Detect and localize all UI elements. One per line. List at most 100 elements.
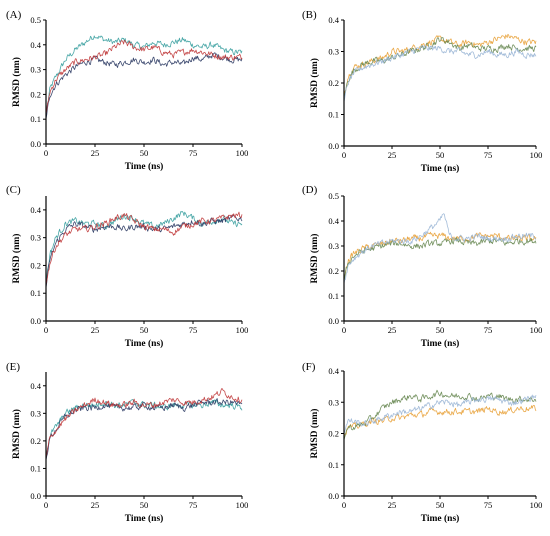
y-tick-label: 0.5	[328, 191, 339, 201]
chart-panel-e: (E) 0 25 50 75 100 0.0 0.1 0.2 0.3 0.4 Time (ns) RMS…	[6, 361, 248, 524]
y-axis-title: RMSD (nm)	[309, 234, 320, 284]
y-tick-label: 0.4	[328, 366, 339, 376]
y-axis-title: RMSD (nm)	[11, 409, 22, 459]
y-axis-title: RMSD (nm)	[309, 409, 320, 459]
x-tick-label: 100	[236, 148, 249, 158]
series-line-lightblue	[343, 213, 537, 284]
y-tick-label: 0.0	[30, 316, 41, 326]
x-tick-label: 50	[140, 500, 149, 510]
x-tick-label: 75	[484, 150, 493, 160]
series-line-navy	[45, 52, 243, 120]
y-axis-title: RMSD (nm)	[309, 58, 320, 108]
x-tick-label: 0	[342, 150, 346, 160]
chart-panel-f: (F) 0 25 50 75 100 0.0 0.1 0.2 0.3 0.4 Time (ns) RMS…	[302, 361, 542, 524]
x-axis-title: Time (ns)	[125, 338, 164, 349]
y-tick-label: 0.3	[30, 65, 41, 75]
series-line-teal	[45, 210, 243, 283]
x-tick-label: 100	[236, 325, 249, 335]
x-tick-label: 100	[530, 150, 543, 160]
panel-label: (C)	[6, 184, 21, 196]
y-tick-label: 0.1	[30, 114, 41, 124]
y-tick-label: 0.2	[328, 78, 339, 88]
y-tick-label: 0.0	[30, 139, 41, 149]
x-axis-title: Time (ns)	[421, 163, 460, 174]
panel-label: (A)	[6, 9, 22, 21]
y-tick-label: 0.2	[30, 436, 41, 446]
y-tick-label: 0.0	[328, 316, 339, 326]
y-tick-label: 0.4	[30, 381, 41, 391]
x-tick-label: 0	[44, 148, 48, 158]
y-tick-label: 0.1	[328, 291, 339, 301]
x-tick-label: 50	[436, 150, 445, 160]
chart-panel-b: (B) 0 25 50 75 100 0.0 0.1 0.2 0.3 0.4 Time (ns) RMS…	[302, 9, 542, 174]
y-tick-label: 0.2	[328, 266, 339, 276]
x-tick-label: 0	[44, 500, 48, 510]
x-tick-label: 0	[44, 325, 48, 335]
x-tick-label: 50	[140, 325, 149, 335]
series-line-orange	[343, 231, 537, 279]
x-tick-label: 50	[436, 325, 445, 335]
chart-panel-a: (A) 0 25 50 75 100 0.0 0.1 0.2 0.3 0.4 0.5 Time (ns)…	[6, 9, 248, 172]
x-tick-label: 50	[140, 148, 149, 158]
y-tick-label: 0.2	[30, 89, 41, 99]
y-tick-label: 0.0	[328, 141, 339, 151]
panel-label: (E)	[6, 361, 20, 373]
y-tick-label: 0.5	[30, 15, 41, 25]
x-tick-label: 25	[388, 500, 397, 510]
y-tick-label: 0.4	[30, 40, 41, 50]
panel-label: (B)	[302, 9, 317, 21]
series-line-orange	[343, 404, 537, 437]
x-tick-label: 100	[530, 500, 543, 510]
y-axis-title: RMSD (nm)	[11, 234, 22, 284]
y-tick-label: 0.3	[30, 408, 41, 418]
x-axis-title: Time (ns)	[125, 161, 164, 172]
y-tick-label: 0.1	[328, 460, 339, 470]
x-tick-label: 25	[91, 148, 100, 158]
series-line-navy	[45, 214, 243, 288]
y-tick-label: 0.2	[328, 429, 339, 439]
x-tick-label: 100	[236, 500, 249, 510]
series-line-green	[343, 389, 537, 440]
x-axis-title: Time (ns)	[125, 513, 164, 524]
panel-label: (F)	[302, 361, 316, 373]
y-tick-label: 0.1	[30, 463, 41, 473]
y-tick-label: 0.4	[30, 205, 41, 215]
x-tick-label: 75	[189, 325, 198, 335]
y-tick-label: 0.4	[328, 216, 339, 226]
series-line-red	[45, 388, 243, 458]
x-axis-title: Time (ns)	[421, 338, 460, 349]
x-tick-label: 75	[189, 500, 198, 510]
y-tick-label: 0.3	[328, 47, 339, 57]
series-line-green	[343, 37, 537, 99]
x-tick-label: 50	[436, 500, 445, 510]
series-line-teal	[45, 35, 243, 115]
chart-panel-c: (C) 0 25 50 75 100 0.0 0.1 0.2 0.3 0.4 Time (ns) RMS…	[6, 184, 248, 349]
y-tick-label: 0.0	[30, 491, 41, 501]
chart-panel-d: (D) 0 25 50 75 100 0.0 0.1 0.2 0.3 0.4 0.5 Time (ns)…	[302, 184, 542, 349]
series-line-green	[343, 236, 537, 282]
y-tick-label: 0.4	[328, 15, 339, 25]
series-line-red	[45, 39, 243, 115]
x-tick-label: 25	[91, 500, 100, 510]
x-tick-label: 75	[484, 325, 493, 335]
x-tick-label: 0	[342, 500, 346, 510]
y-axis-title: RMSD (nm)	[11, 57, 22, 107]
series-line-red	[45, 211, 243, 285]
panel-label: (D)	[302, 184, 318, 196]
x-tick-label: 100	[530, 325, 543, 335]
x-tick-label: 25	[388, 325, 397, 335]
series-line-lightblue	[343, 45, 537, 102]
y-tick-label: 0.3	[328, 241, 339, 251]
x-tick-label: 25	[91, 325, 100, 335]
x-tick-label: 75	[189, 148, 198, 158]
x-tick-label: 75	[484, 500, 493, 510]
y-tick-label: 0.3	[30, 233, 41, 243]
x-tick-label: 25	[388, 150, 397, 160]
series-line-lightblue	[343, 394, 537, 434]
y-tick-label: 0.0	[328, 491, 339, 501]
y-tick-label: 0.3	[328, 397, 339, 407]
y-tick-label: 0.1	[30, 288, 41, 298]
series-line-navy	[45, 398, 243, 461]
y-tick-label: 0.1	[328, 110, 339, 120]
